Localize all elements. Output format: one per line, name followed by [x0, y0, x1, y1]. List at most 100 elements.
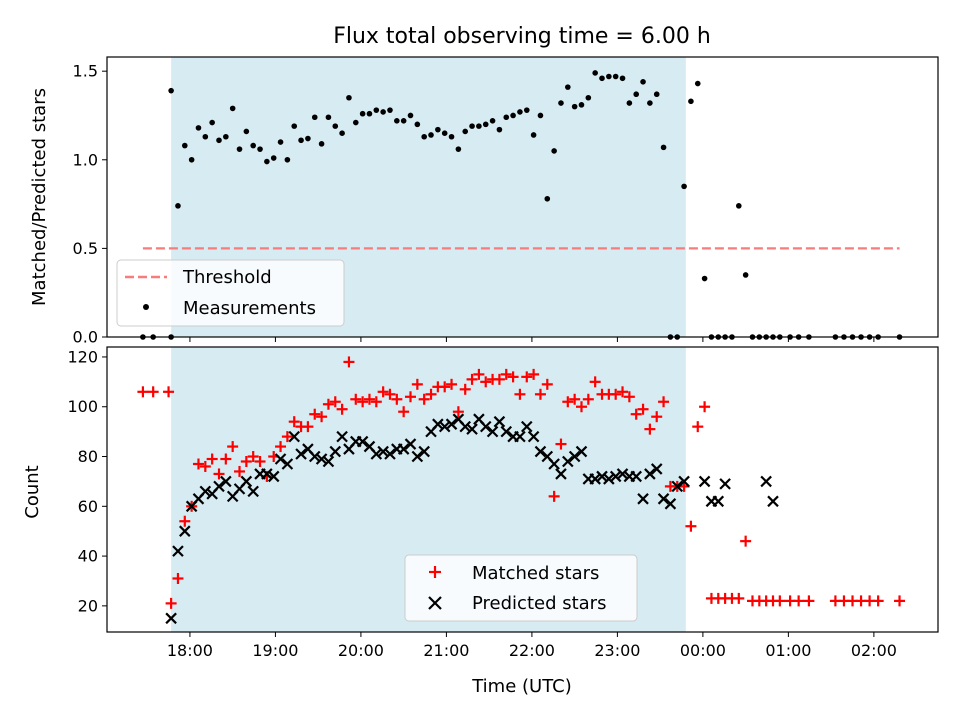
x-stroke [308, 450, 321, 463]
measurement-point [503, 114, 510, 121]
matched-star-point [793, 595, 805, 607]
matched-star-point [227, 441, 239, 453]
x-stroke [644, 468, 656, 480]
predicted-star-point [603, 473, 615, 485]
measurement-point [619, 75, 626, 82]
matched-star-point [541, 378, 553, 390]
predicted-star-point [630, 470, 642, 483]
x-stroke [479, 420, 492, 433]
predicted-star-point [220, 475, 232, 488]
measurement-point [660, 144, 667, 151]
x-tick-label: 23:00 [594, 641, 640, 660]
predicted-star-point [261, 468, 273, 480]
x-stroke [377, 445, 389, 458]
x-ticks [189, 337, 875, 342]
x-stroke [240, 475, 253, 488]
predicted-star-point [165, 612, 177, 625]
measurement-point [585, 94, 592, 101]
x-stroke [172, 545, 184, 557]
measurement-point [640, 79, 646, 85]
measurement-point [195, 125, 202, 131]
x-axis-label: Time (UTC) [471, 676, 572, 697]
measurement-point [462, 128, 469, 135]
x-tick-label: 21:00 [423, 641, 469, 660]
x-stroke [616, 468, 629, 480]
matched-star-point [589, 376, 601, 388]
matched-star-point [240, 455, 252, 467]
matched-star-point [528, 368, 540, 380]
x-stroke [589, 473, 601, 485]
predicted-star-point [650, 463, 663, 475]
measurement-point [510, 112, 516, 119]
predicted-star-point [575, 445, 588, 458]
measurement-point [318, 141, 325, 147]
predicted-star-point [609, 470, 622, 483]
x-stroke [767, 495, 779, 508]
predicted-star-point [199, 485, 212, 498]
measurement-point [537, 112, 544, 119]
matched-star-point [247, 451, 259, 463]
measurement-point [701, 275, 708, 282]
y-tick-label: 60 [78, 497, 98, 516]
predicted-star-point [596, 470, 608, 483]
predicted-star-point [404, 438, 417, 450]
matched-star-point [254, 455, 266, 467]
measurement-point [544, 195, 551, 202]
matched-star-point [521, 371, 533, 383]
predicted-star-point [568, 450, 581, 463]
measurement-point [606, 73, 612, 80]
x-stroke [281, 458, 294, 470]
matched-star-point [220, 453, 232, 465]
y-ticks: 0.0 0.5 1.0 1.5 [73, 62, 107, 347]
y-tick-label: 0.0 [73, 328, 98, 347]
predicted-star-point [329, 445, 342, 458]
x-stroke [261, 468, 273, 480]
matched-star-point [192, 458, 204, 470]
legend: Matched stars Predicted stars [404, 554, 638, 622]
matched-star-point [336, 403, 348, 415]
y-tick-label: 0.5 [73, 239, 98, 258]
measurement-point [496, 126, 503, 133]
measurement-point [448, 133, 455, 140]
matched-star-point [357, 396, 369, 408]
x-tick-label: 20:00 [338, 641, 384, 660]
predicted-star-point [438, 420, 451, 433]
predicted-star-point [562, 455, 574, 468]
measurement-point [243, 128, 250, 135]
predicted-star-point [370, 448, 383, 460]
matched-star-point [493, 373, 505, 385]
x-stroke [274, 453, 287, 465]
measurement-point [592, 70, 598, 76]
matched-star-point [411, 378, 423, 390]
measurement-point [428, 132, 434, 138]
x-stroke [404, 438, 417, 450]
measurement-point [530, 132, 537, 138]
x-stroke [288, 430, 301, 443]
x-stroke [568, 450, 581, 463]
measurement-point [421, 133, 427, 140]
measurement-point [373, 107, 380, 113]
matched-star-point [569, 393, 581, 405]
x-stroke [609, 470, 622, 483]
y-tick-label: 100 [67, 397, 98, 416]
matched-star-point [452, 406, 464, 418]
legend-measurements-swatch [143, 304, 149, 310]
x-stroke [199, 485, 212, 498]
matched-star-point [644, 423, 656, 435]
measurement-point [482, 121, 489, 128]
y-tick-label: 20 [78, 596, 98, 615]
predicted-star-point [514, 430, 526, 443]
y-axis-label: Count [22, 465, 43, 518]
predicted-star-point [644, 468, 656, 480]
predicted-star-point [500, 425, 513, 438]
measurement-point [647, 100, 653, 106]
predicted-star-point [384, 448, 396, 460]
x-stroke [575, 445, 588, 458]
matched-star-point [213, 468, 225, 480]
matched-star-point [425, 388, 437, 400]
predicted-star-point [760, 475, 772, 488]
y-tick-label: 1.5 [73, 62, 98, 81]
matched-star-point [398, 406, 410, 418]
x-stroke [452, 413, 465, 425]
predicted-star-point [418, 445, 430, 458]
